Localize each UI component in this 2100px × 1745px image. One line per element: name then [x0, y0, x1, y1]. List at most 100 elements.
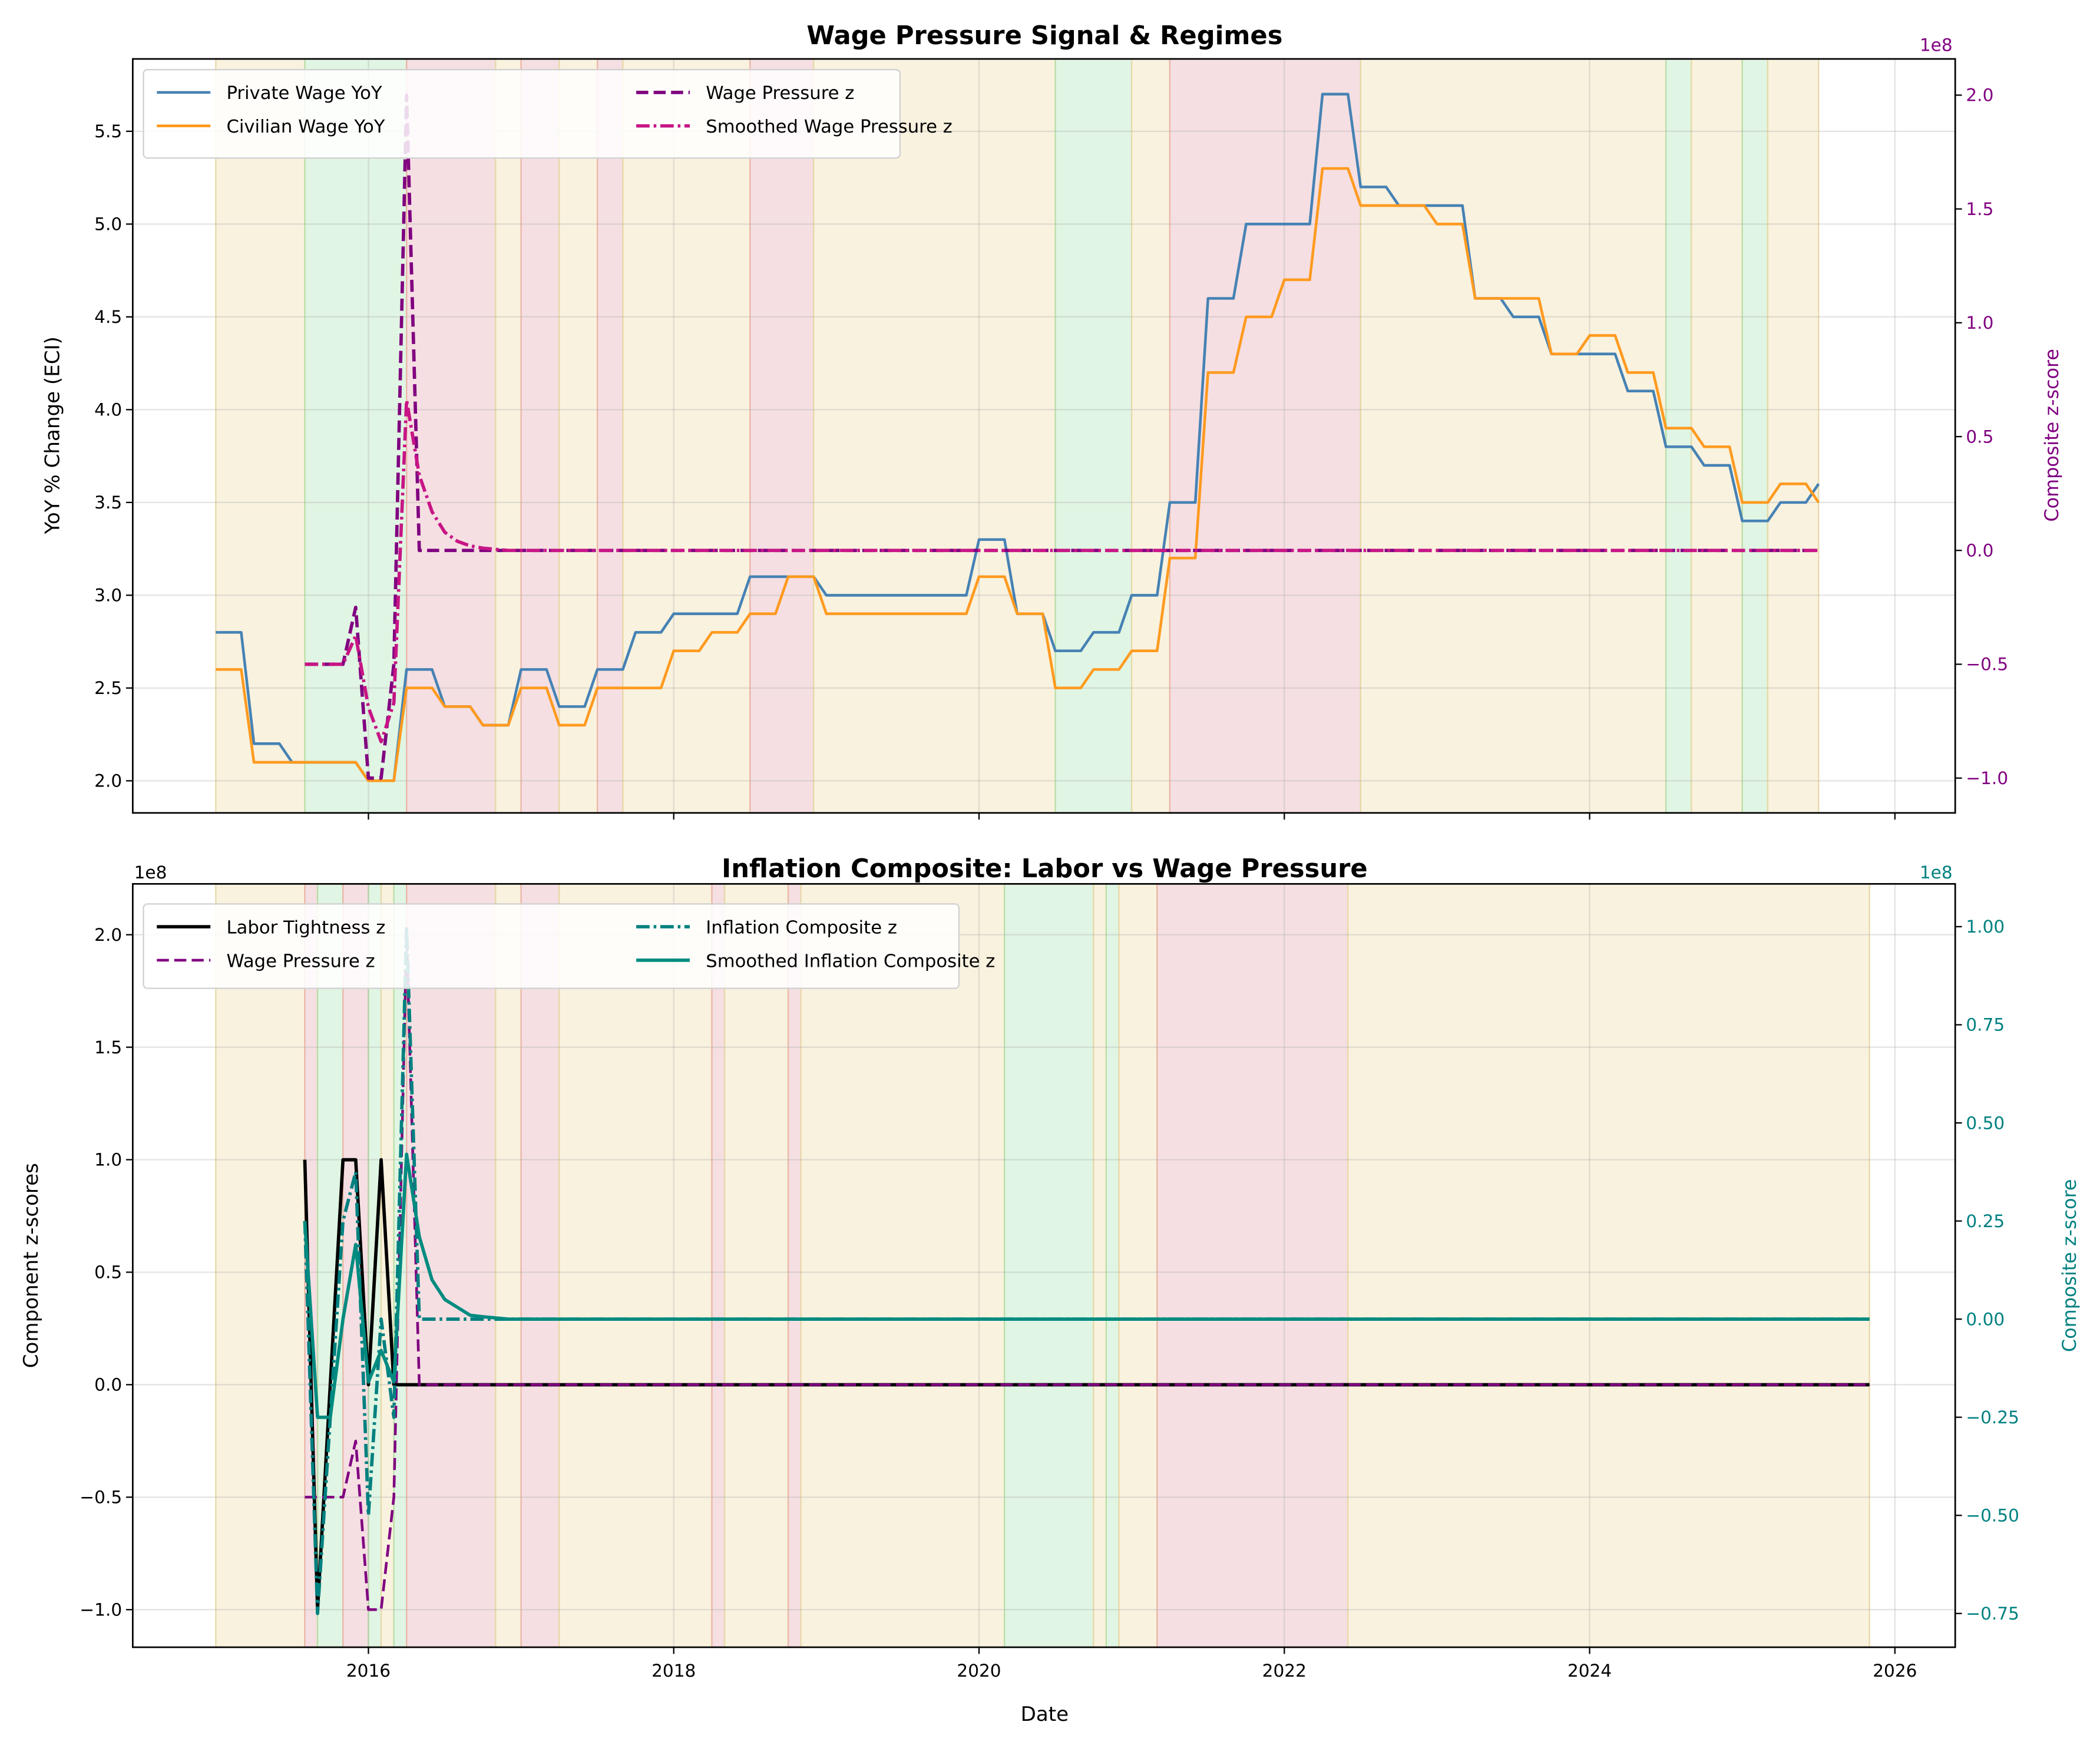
x-tick-label: 2024 [1567, 1661, 1612, 1681]
regime-band-neutral [215, 883, 306, 1648]
y-tick-label: 1.0 [94, 1150, 122, 1170]
series-line-smoothed-inflation-composite-z [303, 1152, 1870, 1419]
top-right-y-label: Composite z-score [2041, 349, 2063, 522]
regime-band-red [406, 883, 497, 1648]
y-tick-label: 3.0 [94, 586, 122, 606]
regime-band-red [711, 883, 726, 1648]
top-chart-title: Wage Pressure Signal & Regimes [806, 21, 1282, 51]
legend-box [143, 69, 901, 159]
y-tick-label: 3.5 [94, 493, 122, 513]
regime-band-red [597, 58, 624, 814]
axes-frame [131, 883, 1956, 1648]
y-right-tick-label: −1.0 [1966, 768, 2008, 788]
series-line-civilian-wage-yoy [216, 167, 1820, 782]
series-line-wage-pressure-z [305, 93, 1819, 780]
y-tick-label: 0.5 [94, 1263, 122, 1283]
series-line-smoothed-wage-pressure-z [305, 398, 1819, 743]
y-tick-label: −1.0 [80, 1600, 122, 1620]
regime-band-red [520, 58, 560, 814]
legend-label: Wage Pressure z [226, 951, 375, 971]
regime-band-green [1054, 58, 1133, 814]
y-right-tick-label: −0.5 [1966, 655, 2008, 675]
x-tick-label: 2020 [957, 1661, 1001, 1681]
y-tick-label: 4.0 [94, 400, 122, 420]
regime-band-neutral [215, 58, 306, 814]
y-tick-label: 2.5 [94, 678, 122, 698]
regime-band-red [1169, 58, 1361, 814]
y-right-tick-label: 0.5 [1966, 427, 1993, 447]
series-line-labor-tightness-z [303, 1158, 1870, 1612]
y-tick-label: 2.0 [94, 771, 122, 791]
axes-frame [131, 58, 1956, 814]
legend-label: Labor Tightness z [226, 917, 385, 938]
regime-band-neutral [495, 883, 522, 1648]
legend-label: Smoothed Inflation Composite z [706, 951, 995, 971]
bottom-left-y-label: Component z-scores [19, 1163, 43, 1368]
regime-band-neutral [558, 58, 598, 814]
regime-band-red [787, 883, 802, 1648]
regime-band-neutral [1118, 883, 1158, 1648]
bottom-right-offset-label: 1e8 [1920, 862, 1953, 883]
y-right-tick-label: 1.5 [1966, 199, 1993, 219]
regime-band-green [1665, 58, 1692, 814]
wage-pressure-panel: 2.0 2.5 3.0 3.5 4.0 4.5 5.0 5.5 −1.0 −0.5 0.0 0.5 1.… [94, 58, 2008, 820]
regime-band-green [1741, 58, 1769, 814]
regime-band-neutral [800, 883, 1006, 1648]
x-tick-label: 2018 [652, 1661, 696, 1681]
y-right-tick-label: 1.00 [1966, 917, 2005, 937]
regime-band-neutral [1131, 58, 1171, 814]
y-tick-label: 4.5 [94, 307, 122, 327]
y-tick-label: 5.0 [94, 214, 122, 234]
legend: Private Wage YoY Civilian Wage YoY Wage Pr… [143, 69, 953, 159]
regime-band-neutral [1360, 58, 1667, 814]
y-tick-label: −0.5 [80, 1488, 122, 1508]
x-tick-label: 2022 [1262, 1661, 1307, 1681]
regime-band-red [520, 883, 560, 1648]
bottom-left-offset-label: 1e8 [134, 862, 167, 883]
legend-box [143, 903, 960, 989]
legend-label: Private Wage YoY [226, 83, 382, 104]
y-right-tick-label: −0.75 [1966, 1604, 2019, 1624]
x-tick-label: 2026 [1873, 1661, 1917, 1681]
inflation-composite-panel: −1.0 −0.5 0.0 0.5 1.0 1.5 2.0 −0.75 −0.50 −0.25 0.… [80, 883, 2019, 1681]
regime-band-neutral [1093, 883, 1107, 1648]
series-line-inflation-composite-z [303, 924, 1870, 1615]
regime-band-neutral [1347, 883, 1870, 1648]
y-right-tick-label: 0.00 [1966, 1309, 2005, 1329]
legend-label: Smoothed Wage Pressure z [706, 117, 953, 137]
y-right-tick-label: 0.75 [1966, 1015, 2005, 1035]
regime-band-red [1156, 883, 1349, 1648]
regime-band-red [749, 58, 815, 814]
bottom-chart-title: Inflation Composite: Labor vs Wage Press… [722, 854, 1368, 884]
legend: Labor Tightness z Wage Pressure z Inflatio… [143, 903, 995, 989]
y-right-tick-label: −0.25 [1966, 1407, 2019, 1427]
regime-band-neutral [813, 58, 1056, 814]
legend-label: Wage Pressure z [706, 83, 854, 104]
x-tick-label: 2016 [346, 1661, 391, 1681]
y-right-tick-label: 1.0 [1966, 313, 1993, 333]
legend-label: Civilian Wage YoY [226, 117, 385, 137]
y-tick-label: 5.5 [94, 121, 122, 141]
y-right-tick-label: −0.50 [1966, 1505, 2019, 1525]
regime-band-neutral [558, 883, 713, 1648]
regime-band-neutral [1691, 58, 1743, 814]
y-tick-label: 2.0 [94, 925, 122, 945]
y-tick-label: 0.0 [94, 1375, 122, 1395]
regime-band-green [1105, 883, 1120, 1648]
y-tick-label: 1.5 [94, 1037, 122, 1057]
y-right-tick-label: 0.0 [1966, 541, 1993, 561]
top-right-offset-label: 1e8 [1920, 35, 1953, 55]
y-right-tick-label: 2.0 [1966, 85, 1993, 105]
y-right-tick-label: 0.50 [1966, 1113, 2005, 1133]
regime-band-neutral [622, 58, 751, 814]
legend-label: Inflation Composite z [706, 917, 897, 938]
regime-band-neutral [1767, 58, 1820, 814]
regime-band-red [406, 58, 497, 814]
y-right-tick-label: 0.25 [1966, 1211, 2005, 1231]
top-left-y-label: YoY % Change (ECI) [41, 336, 64, 534]
bottom-right-y-label: Composite z-score [2058, 1179, 2081, 1352]
regime-band-red [342, 883, 369, 1648]
regime-band-neutral [723, 883, 789, 1648]
x-axis-label: Date [1021, 1703, 1069, 1726]
